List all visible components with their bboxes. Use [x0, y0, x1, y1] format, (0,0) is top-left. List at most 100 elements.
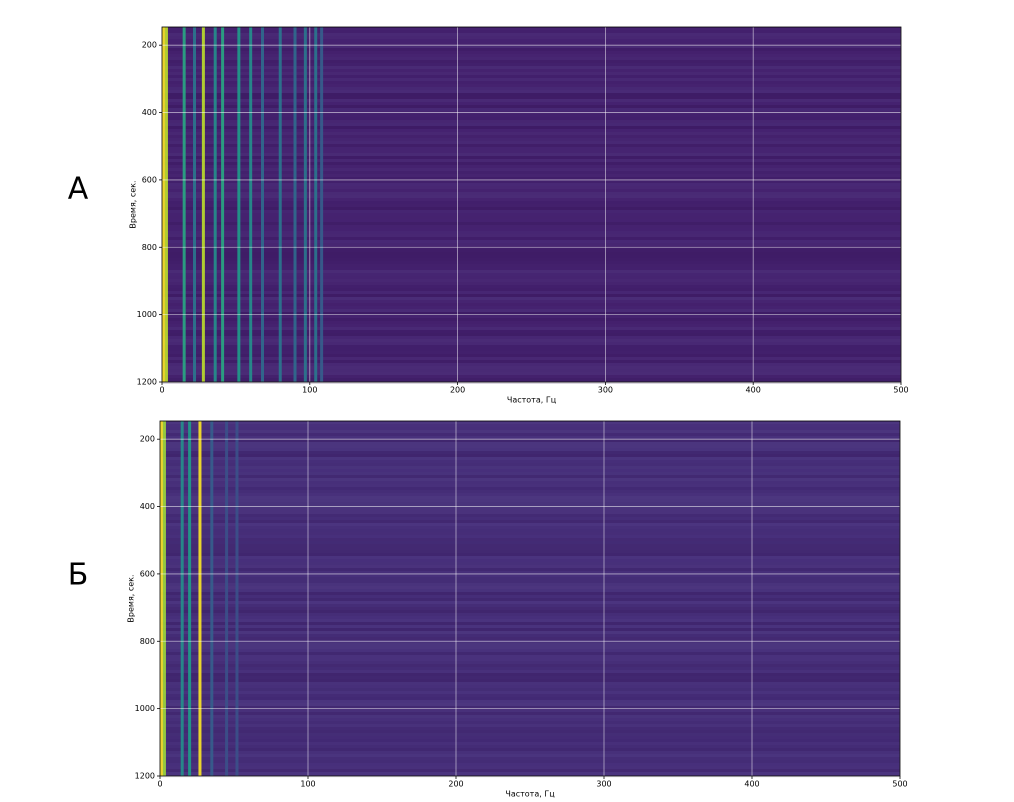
x-tick-label: 500: [893, 386, 908, 395]
frequency-stripe: [193, 27, 197, 382]
band-texture: [160, 487, 900, 490]
frequency-stripe: [188, 421, 192, 776]
frequency-stripe: [278, 27, 282, 382]
band-texture: [160, 511, 900, 514]
band-texture: [160, 553, 900, 556]
heatmap-panel: [161, 27, 901, 384]
band-texture: [160, 670, 900, 673]
band-texture: [162, 213, 901, 216]
band-texture: [162, 282, 901, 285]
band-texture: [162, 294, 901, 297]
band-texture: [160, 604, 900, 607]
band-texture: [162, 54, 901, 57]
band-texture: [162, 270, 901, 273]
band-texture: [160, 499, 900, 502]
band-texture: [162, 225, 901, 228]
band-texture: [160, 766, 900, 769]
frequency-stripe: [213, 27, 217, 382]
plot-frame: [159, 420, 901, 777]
x-tick-label: 200: [448, 780, 463, 789]
band-texture: [160, 661, 900, 664]
band-texture: [160, 628, 900, 631]
band-texture: [160, 577, 900, 580]
band-texture: [162, 132, 901, 135]
band-texture: [160, 691, 900, 694]
band-texture: [162, 312, 901, 315]
band-texture: [162, 105, 901, 108]
band-texture: [162, 345, 901, 348]
band-texture: [160, 601, 900, 604]
y-tick-label: 400: [142, 108, 157, 117]
band-texture: [162, 147, 901, 150]
band-texture: [160, 496, 900, 499]
band-texture: [162, 252, 901, 255]
band-texture: [162, 150, 901, 153]
band-texture: [162, 189, 901, 192]
frequency-stripe: [164, 27, 168, 382]
band-texture: [162, 60, 901, 63]
band-texture: [160, 580, 900, 583]
band-texture: [160, 685, 900, 688]
frequency-stripe: [182, 27, 186, 382]
band-texture: [162, 129, 901, 132]
band-texture: [160, 574, 900, 577]
band-texture: [162, 240, 901, 243]
band-texture: [160, 439, 900, 442]
band-texture: [162, 45, 901, 48]
band-texture: [160, 610, 900, 613]
band-texture: [160, 697, 900, 700]
band-texture: [162, 81, 901, 84]
x-tick-label: 200: [450, 386, 465, 395]
band-texture: [162, 120, 901, 123]
band-texture: [160, 586, 900, 589]
band-texture: [162, 234, 901, 237]
band-texture: [162, 192, 901, 195]
band-texture: [160, 568, 900, 571]
band-texture: [160, 550, 900, 553]
x-axis-label: Частота, Гц: [507, 396, 557, 405]
y-tick-label: 400: [140, 502, 155, 511]
band-texture: [162, 162, 901, 165]
frequency-stripe: [314, 27, 318, 382]
x-axis-label: Частота, Гц: [505, 790, 555, 799]
band-texture: [162, 33, 901, 36]
band-texture: [160, 715, 900, 718]
band-texture: [162, 168, 901, 171]
x-tick-label: 400: [744, 780, 759, 789]
band-texture: [160, 637, 900, 640]
band-texture: [162, 186, 901, 189]
band-texture: [160, 721, 900, 724]
band-texture: [160, 445, 900, 448]
band-texture: [160, 730, 900, 733]
band-texture: [160, 433, 900, 436]
y-tick-label: 1000: [137, 310, 157, 319]
band-texture: [160, 655, 900, 658]
band-texture: [162, 333, 901, 336]
y-axis-label: Время, сек.: [129, 180, 138, 228]
band-texture: [160, 736, 900, 739]
band-texture: [160, 724, 900, 727]
band-texture: [162, 369, 901, 372]
band-texture: [162, 339, 901, 342]
band-texture: [160, 559, 900, 562]
band-texture: [162, 114, 901, 117]
band-texture: [160, 760, 900, 763]
frequency-stripe: [180, 421, 184, 776]
band-texture: [162, 336, 901, 339]
band-texture: [160, 457, 900, 460]
band-texture: [160, 475, 900, 478]
band-texture: [160, 757, 900, 760]
y-tick-label: 600: [142, 175, 157, 184]
band-texture: [162, 231, 901, 234]
frequency-stripe: [201, 27, 205, 382]
band-texture: [160, 718, 900, 721]
band-texture: [162, 315, 901, 318]
frequency-stripe: [221, 27, 225, 382]
band-texture: [162, 201, 901, 204]
band-texture: [162, 366, 901, 369]
band-texture: [162, 321, 901, 324]
band-texture: [162, 219, 901, 222]
band-texture: [162, 378, 901, 381]
band-texture: [162, 381, 901, 384]
band-texture: [162, 126, 901, 129]
